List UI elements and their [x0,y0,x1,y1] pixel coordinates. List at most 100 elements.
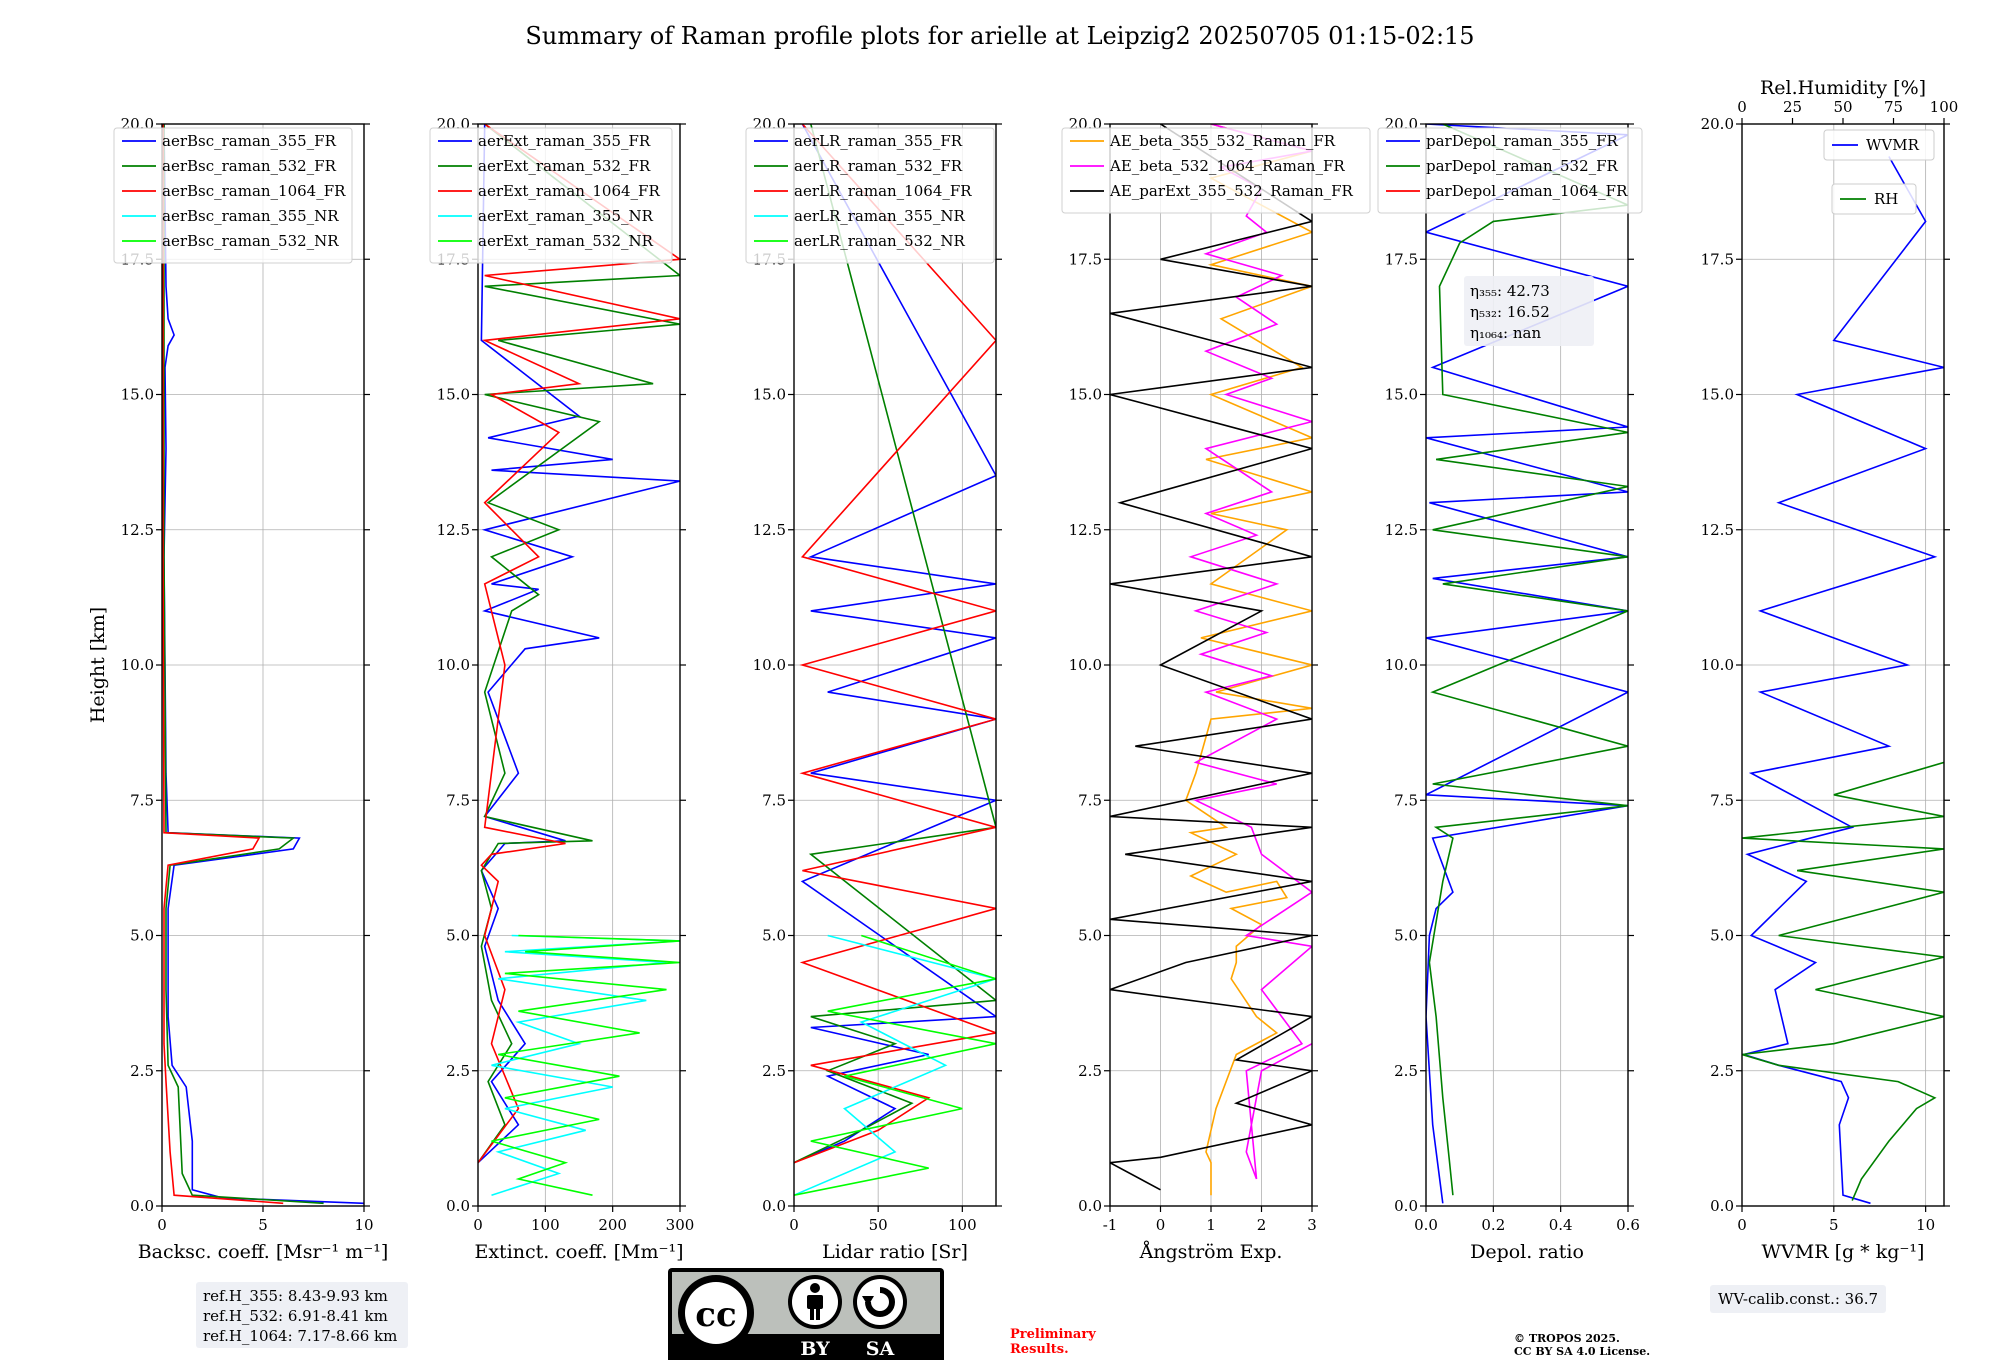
ytick-label-angstrom-5: 12.5 [1069,521,1102,539]
series-line-extinction-2 [478,124,680,1164]
xtick-label-extinction-2: 200 [598,1216,627,1234]
series-line-backscatter-0 [163,124,364,1205]
series-group-wvmr [1742,156,1944,1205]
legend-box-wvmr-0 [1823,129,1935,161]
ytick-label-extinction-6: 15.0 [437,386,470,404]
legend-label-backscatter-4: aerBsc_raman_532_NR [162,232,339,250]
xtick-label-lidar_ratio-1: 50 [869,1216,888,1234]
ytick-label-depol-7: 17.5 [1385,250,1418,268]
xtick-label-depol-3: 0.6 [1616,1216,1640,1234]
legend-label-extinction-3: aerExt_raman_355_NR [478,207,654,225]
series-line-extinction-4 [491,934,680,1196]
ytick-label-wvmr-0: 0.0 [1710,1197,1734,1215]
xtick-label-angstrom-1: 0 [1156,1216,1166,1234]
legend-label-extinction-1: aerExt_raman_532_FR [478,157,651,175]
share-alike-icon [853,1275,907,1329]
panel-lidar_ratio: 0.02.55.07.510.012.515.017.520.0050100Li… [745,115,1002,1263]
ref-height-box: ref.H_355: 8.43-9.93 km ref.H_532: 6.91-… [196,1282,408,1348]
ytick-label-extinction-2: 5.0 [446,927,470,945]
xtick-label-extinction-1: 100 [531,1216,560,1234]
preliminary-label-2: Results. [1010,1342,1069,1357]
panel-extinction: 0.02.55.07.510.012.515.017.520.001002003… [429,115,695,1263]
legend-label-lidar_ratio-2: aerLR_raman_1064_FR [794,182,972,200]
legend-box-angstrom [1061,127,1371,214]
ytick-label-wvmr-8: 20.0 [1701,115,1734,133]
legend-box-depol [1377,127,1643,214]
ref-height-532: ref.H_532: 6.91-8.41 km [203,1307,388,1325]
depol-annotation-line-0: η₃₅₅: 42.73 [1470,282,1550,300]
xtick-label-angstrom-2: 1 [1206,1216,1216,1234]
ytick-label-backscatter-4: 10.0 [121,656,154,674]
series-line-backscatter-1 [163,124,324,1205]
xtick-label-angstrom-4: 3 [1307,1216,1317,1234]
ytick-label-angstrom-4: 10.0 [1069,656,1102,674]
top-xtick-label-4: 100 [1930,98,1959,116]
legend-label-angstrom-1: AE_beta_532_1064_Raman_FR [1109,157,1345,175]
legend-angstrom: AE_beta_355_532_Raman_FR AE_beta_532_1064… [1061,127,1371,214]
legend-label-angstrom-0: AE_beta_355_532_Raman_FR [1109,132,1336,150]
ytick-label-wvmr-4: 10.0 [1701,656,1734,674]
ref-height-1064: ref.H_1064: 7.17-8.66 km [203,1327,397,1345]
series-line-backscatter-2 [162,124,284,1205]
ytick-label-lidar_ratio-1: 2.5 [762,1062,786,1080]
ytick-label-lidar_ratio-6: 15.0 [753,386,786,404]
legend-box-wvmr-1 [1831,183,1917,215]
panel-backscatter: 0.02.55.07.510.012.515.017.520.00510Back… [113,115,388,1263]
top-xtick-label-3: 75 [1884,98,1903,116]
series-line-lidar_ratio-3 [794,934,996,1196]
legend-label-extinction-2: aerExt_raman_1064_FR [478,182,660,200]
top-xlabel: Rel.Humidity [%] [1760,77,1926,99]
series-line-extinction-1 [478,124,680,1164]
ytick-label-angstrom-6: 15.0 [1069,386,1102,404]
legend-label-depol-2: parDepol_raman_1064_FR [1426,182,1628,200]
series-line-extinction-3 [491,934,680,1196]
ytick-label-angstrom-0: 0.0 [1078,1197,1102,1215]
legend-label-backscatter-1: aerBsc_raman_532_FR [162,157,337,175]
xtick-label-angstrom-3: 2 [1257,1216,1267,1234]
wv-calib-box: WV-calib.const.: 36.7 [1710,1285,1886,1313]
ytick-label-wvmr-7: 17.5 [1701,250,1734,268]
ytick-label-extinction-0: 0.0 [446,1197,470,1215]
ytick-label-backscatter-3: 7.5 [130,791,154,809]
ytick-label-backscatter-1: 2.5 [130,1062,154,1080]
panel-depol: 0.02.55.07.510.012.515.017.520.00.0 0.2 0.… [1377,115,1643,1263]
xtick-label-backscatter-0: 0 [157,1216,167,1234]
ytick-label-extinction-5: 12.5 [437,521,470,539]
xtick-label-depol-2: 0.4 [1549,1216,1573,1234]
legend-extinction: aerExt_raman_355_FR aerExt_raman_532_FRae… [429,127,673,264]
xtick-label-lidar_ratio-0: 0 [789,1216,799,1234]
legend-label-lidar_ratio-1: aerLR_raman_532_FR [794,157,963,175]
legend-label-lidar_ratio-4: aerLR_raman_532_NR [794,232,965,250]
sa-label: SA [866,1338,895,1360]
depol-annotation-line-1: η₅₃₂: 16.52 [1470,303,1550,321]
xtick-label-angstrom-0: -1 [1103,1216,1118,1234]
ytick-label-lidar_ratio-2: 5.0 [762,927,786,945]
ytick-label-angstrom-2: 5.0 [1078,927,1102,945]
ref-height-355: ref.H_355: 8.43-9.93 km [203,1287,388,1305]
ytick-label-backscatter-6: 15.0 [121,386,154,404]
series-group-lidar_ratio [794,124,996,1196]
legend-label-backscatter-2: aerBsc_raman_1064_FR [162,182,346,200]
depol-annotation-box [1464,276,1594,346]
xlabel-angstrom: Ångström Exp. [1139,1241,1283,1263]
ytick-label-wvmr-5: 12.5 [1701,521,1734,539]
ytick-label-extinction-4: 10.0 [437,656,470,674]
depol-annotation-line-2: η₁₀₆₄: nan [1470,324,1541,342]
ytick-label-backscatter-5: 12.5 [121,521,154,539]
ytick-label-depol-2: 5.0 [1394,927,1418,945]
cc-text: cc [695,1295,736,1335]
ytick-label-wvmr-2: 5.0 [1710,927,1734,945]
series-line-angstrom-0 [1184,124,1312,1196]
xtick-label-extinction-3: 300 [666,1216,695,1234]
series-line-lidar_ratio-4 [794,934,996,1196]
ytick-label-backscatter-2: 5.0 [130,927,154,945]
series-group-backscatter [162,124,364,1205]
preliminary-label-1: Preliminary [1010,1327,1096,1342]
legend-backscatter: aerBsc_raman_355_FR aerBsc_raman_532_FRae… [113,127,353,264]
top-xtick-label-2: 50 [1833,98,1852,116]
xlabel-depol: Depol. ratio [1470,1241,1584,1263]
legend-label-backscatter-3: aerBsc_raman_355_NR [162,207,339,225]
legend-lidar_ratio: aerLR_raman_355_FR aerLR_raman_532_FR aerL… [745,127,995,264]
